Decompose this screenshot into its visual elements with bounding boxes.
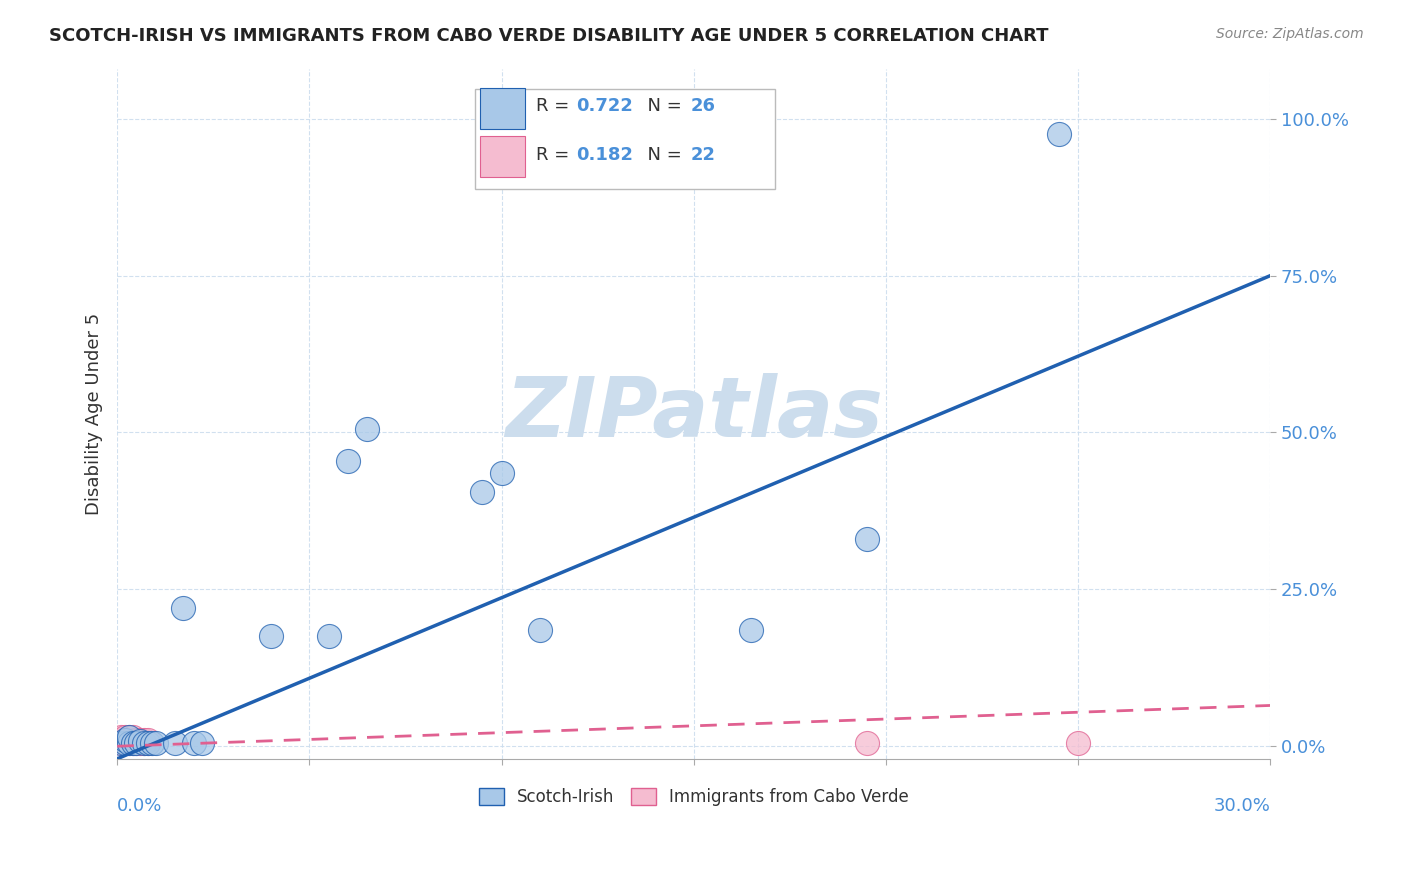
Point — [132, 733, 155, 747]
Point — [114, 733, 136, 747]
Point — [855, 736, 877, 750]
Point — [121, 733, 143, 747]
Point — [110, 733, 132, 747]
Point — [260, 629, 283, 643]
Point — [336, 453, 359, 467]
Point — [855, 532, 877, 546]
Point — [114, 733, 136, 747]
Text: N =: N = — [636, 145, 688, 164]
Point — [183, 736, 205, 750]
Point — [114, 736, 136, 750]
Text: 0.722: 0.722 — [576, 97, 633, 115]
Point — [132, 736, 155, 750]
Point — [110, 736, 132, 750]
Point — [121, 730, 143, 744]
Point — [1047, 128, 1070, 142]
Point — [145, 736, 167, 750]
Text: R =: R = — [536, 145, 575, 164]
Point — [129, 733, 152, 747]
Point — [118, 730, 141, 744]
Point — [121, 736, 143, 750]
Point — [110, 730, 132, 744]
FancyBboxPatch shape — [475, 89, 775, 189]
Point — [163, 736, 186, 750]
Point — [121, 736, 143, 750]
Text: N =: N = — [636, 97, 688, 115]
Point — [1067, 736, 1090, 750]
Point — [125, 736, 148, 750]
Point — [529, 623, 551, 637]
Text: 30.0%: 30.0% — [1213, 797, 1271, 814]
Legend: Scotch-Irish, Immigrants from Cabo Verde: Scotch-Irish, Immigrants from Cabo Verde — [472, 781, 915, 813]
Point — [132, 736, 155, 750]
Y-axis label: Disability Age Under 5: Disability Age Under 5 — [86, 312, 103, 515]
Point — [471, 485, 494, 500]
Text: ZIPatlas: ZIPatlas — [505, 373, 883, 454]
Point — [118, 730, 141, 744]
Point — [740, 623, 762, 637]
Point — [190, 736, 212, 750]
Text: 22: 22 — [690, 145, 716, 164]
Point — [356, 422, 378, 436]
Text: SCOTCH-IRISH VS IMMIGRANTS FROM CABO VERDE DISABILITY AGE UNDER 5 CORRELATION CH: SCOTCH-IRISH VS IMMIGRANTS FROM CABO VER… — [49, 27, 1049, 45]
Point — [125, 733, 148, 747]
Point — [129, 736, 152, 750]
Point — [118, 736, 141, 750]
Text: 26: 26 — [690, 97, 716, 115]
Point — [318, 629, 340, 643]
Point — [136, 736, 159, 750]
Text: 0.0%: 0.0% — [117, 797, 163, 814]
Point — [141, 736, 163, 750]
Point — [114, 736, 136, 750]
Point — [118, 733, 141, 747]
FancyBboxPatch shape — [481, 87, 526, 128]
Point — [136, 733, 159, 747]
Point — [110, 736, 132, 750]
Point — [491, 467, 513, 481]
Point — [118, 736, 141, 750]
Text: 0.182: 0.182 — [576, 145, 633, 164]
Text: Source: ZipAtlas.com: Source: ZipAtlas.com — [1216, 27, 1364, 41]
Point — [172, 601, 194, 615]
Point — [136, 736, 159, 750]
Point — [129, 734, 152, 748]
Point — [125, 736, 148, 750]
FancyBboxPatch shape — [481, 136, 526, 177]
Point — [114, 730, 136, 744]
Text: R =: R = — [536, 97, 575, 115]
